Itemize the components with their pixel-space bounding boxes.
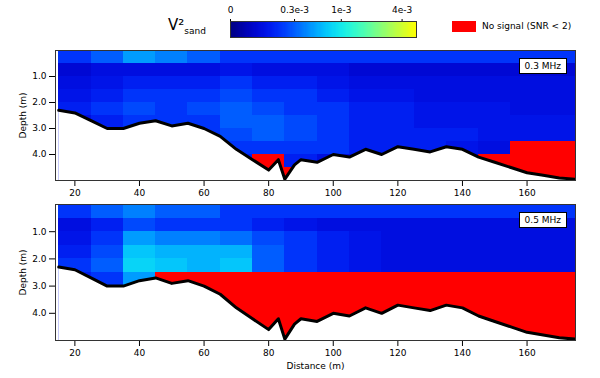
svg-text:100: 100 (325, 348, 342, 358)
svg-text:160: 160 (518, 348, 535, 358)
svg-text:0: 0 (228, 6, 234, 15)
svg-text:0.3e-3: 0.3e-3 (280, 6, 309, 15)
svg-text:40: 40 (134, 188, 146, 198)
svg-text:60: 60 (198, 348, 210, 358)
html-text:V²sand: V²sand (168, 16, 206, 36)
svg-text:Depth (m): Depth (m) (18, 92, 28, 138)
html-text:0.5 MHz: 0.5 MHz (524, 215, 561, 225)
svg-text:Depth (m): Depth (m) (18, 249, 28, 295)
svg-text:40: 40 (134, 348, 146, 358)
svg-text:20: 20 (69, 348, 81, 358)
svg-text:80: 80 (263, 188, 275, 198)
svg-text:20: 20 (69, 188, 81, 198)
svg-text:4.0: 4.0 (32, 308, 47, 318)
svg-text:4.0: 4.0 (32, 149, 47, 159)
svg-text:2.0: 2.0 (32, 254, 47, 264)
svg-text:1.0: 1.0 (32, 71, 47, 81)
svg-text:160: 160 (518, 188, 535, 198)
svg-text:60: 60 (198, 188, 210, 198)
svg-text:120: 120 (389, 188, 406, 198)
svg-text:3.0: 3.0 (32, 123, 47, 133)
svg-text:1.0: 1.0 (32, 227, 47, 237)
html-text:No signal (SNR < 2): No signal (SNR < 2) (481, 21, 572, 31)
html-text:0.3 MHz: 0.3 MHz (524, 61, 561, 71)
svg-text:Distance (m): Distance (m) (286, 361, 344, 371)
svg-text:120: 120 (389, 348, 406, 358)
svg-text:100: 100 (325, 188, 342, 198)
svg-text:1e-3: 1e-3 (331, 6, 351, 15)
svg-text:80: 80 (263, 348, 275, 358)
svg-text:140: 140 (454, 348, 471, 358)
svg-text:140: 140 (454, 188, 471, 198)
svg-text:3.0: 3.0 (32, 281, 47, 291)
svg-text:2.0: 2.0 (32, 97, 47, 107)
svg-text:4e-3: 4e-3 (392, 6, 412, 15)
